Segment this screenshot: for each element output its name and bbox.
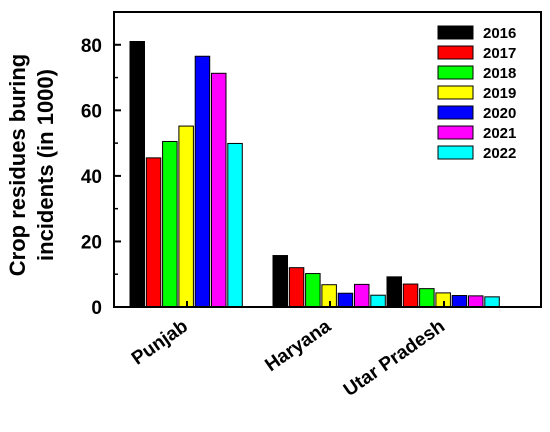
legend-label-2016: 2016 xyxy=(483,25,516,42)
legend-label-2017: 2017 xyxy=(483,45,516,62)
legend-label-2021: 2021 xyxy=(483,125,516,142)
x-category-label: Haryana xyxy=(261,316,335,376)
legend-swatch-2020 xyxy=(437,105,474,120)
bar-haryana-2018 xyxy=(305,273,321,308)
bar-punjab-2018 xyxy=(162,140,178,308)
bar-haryana-2020 xyxy=(337,292,354,308)
legend-swatch-2018 xyxy=(437,65,474,80)
bar-utar-pradesh-2017 xyxy=(402,283,419,308)
bar-layer xyxy=(129,41,500,308)
bar-utar-pradesh-2018 xyxy=(419,288,435,308)
legend-swatch-2016 xyxy=(437,25,474,40)
bar-haryana-2016 xyxy=(272,255,288,308)
bar-punjab-2022 xyxy=(227,142,243,308)
x-category-label: Utar Pradesh xyxy=(340,316,449,401)
bar-punjab-2017 xyxy=(145,157,162,308)
bar-utar-pradesh-2022 xyxy=(484,296,500,308)
y-axis-label-line-1: Crop residues buring xyxy=(5,54,30,276)
x-category-label: Punjab xyxy=(128,316,192,370)
bar-punjab-2019 xyxy=(178,125,194,308)
legend-label-2019: 2019 xyxy=(483,85,516,102)
y-tick-label: 40 xyxy=(81,167,102,188)
legend-label-2018: 2018 xyxy=(483,65,516,82)
legend: 2016 2017 2018 2019 2020 2021 2022 xyxy=(437,25,516,162)
y-axis-label-line-2: incidents (in 1000) xyxy=(33,69,58,261)
y-tick-label: 20 xyxy=(81,232,102,253)
y-tick-label: 80 xyxy=(81,36,102,57)
legend-label-2020: 2020 xyxy=(483,105,516,122)
plot-frame xyxy=(113,11,542,308)
bar-haryana-2017 xyxy=(288,267,305,308)
legend-swatch-2017 xyxy=(437,45,474,60)
y-axis-label: Crop residues buring incidents (in 1000) xyxy=(5,54,58,276)
y-tick-label: 60 xyxy=(81,101,102,122)
bar-utar-pradesh-2016 xyxy=(386,276,402,308)
bar-haryana-2022 xyxy=(370,294,386,308)
y-tick-label: 0 xyxy=(91,298,102,319)
bar-utar-pradesh-2021 xyxy=(468,295,484,308)
legend-label-2022: 2022 xyxy=(483,145,516,162)
legend-swatch-2021 xyxy=(437,125,474,140)
bar-punjab-2020 xyxy=(194,55,211,308)
legend-swatch-2022 xyxy=(437,145,474,160)
legend-swatch-2019 xyxy=(437,85,474,100)
bar-haryana-2021 xyxy=(354,283,370,308)
bar-utar-pradesh-2020 xyxy=(451,295,468,308)
bar-punjab-2021 xyxy=(211,72,227,308)
bar-punjab-2016 xyxy=(129,41,145,308)
